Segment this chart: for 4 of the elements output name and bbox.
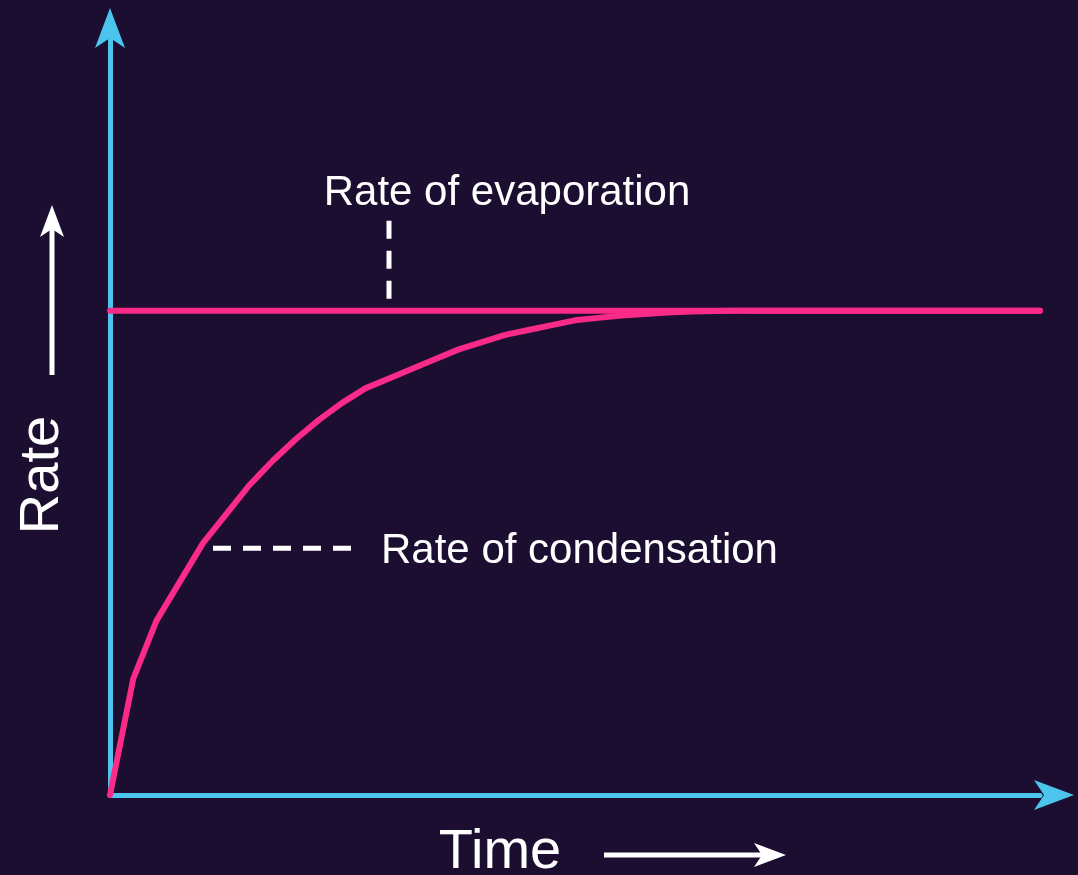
text: Rate of condensation <box>381 524 778 572</box>
x-axis-title: Time <box>438 816 562 875</box>
text: Rate of evaporation <box>323 167 691 215</box>
y-axis-title: Rate <box>6 415 70 535</box>
